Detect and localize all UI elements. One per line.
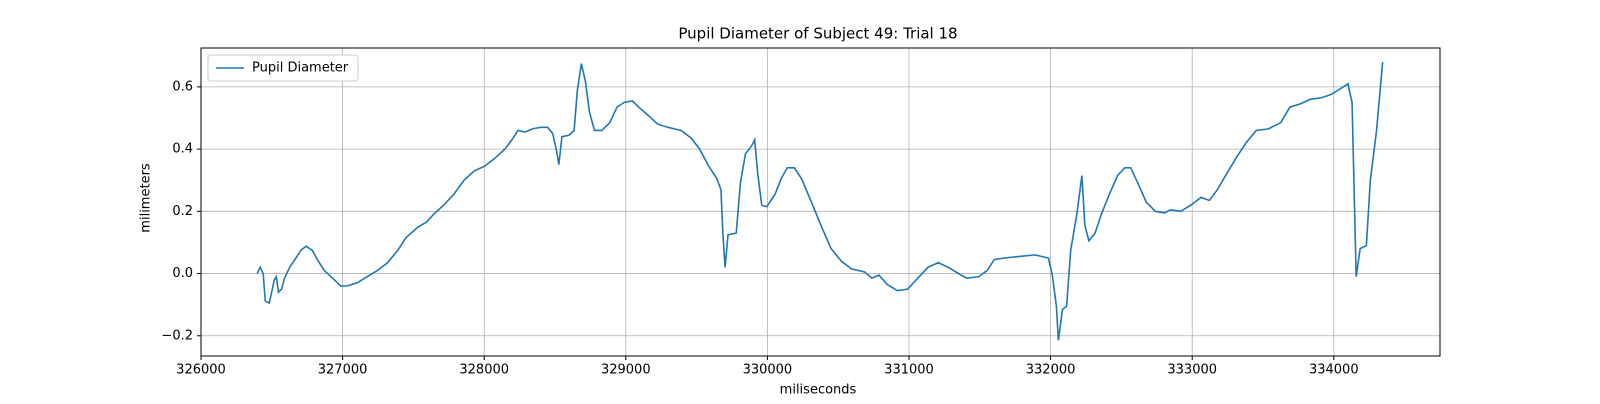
legend-box [207,54,359,82]
x-axis-label: miliseconds [780,383,857,398]
x-tick-label: 333000 [1167,363,1217,378]
x-tick-label: 331000 [884,363,934,378]
y-tick-label: −0.2 [161,328,193,343]
x-tick-label: 327000 [318,363,368,378]
y-tick-label: 0.0 [172,266,193,281]
x-tick-label: 326000 [176,363,226,378]
y-axis-label: milimeters [139,163,154,233]
x-tick-label: 332000 [1026,363,1076,378]
x-tick-label: 328000 [459,363,509,378]
data-line [256,61,1384,341]
y-tick-label: 0.6 [172,79,193,94]
x-tick-label: 330000 [743,363,793,378]
legend-label: Pupil Diameter [252,61,349,76]
x-tick-label: 329000 [601,363,651,378]
y-tick-label: 0.4 [172,142,193,157]
x-tick-label: 334000 [1309,363,1359,378]
y-tick-label: 0.2 [172,204,193,219]
plot-frame [200,47,1441,357]
chart-title: Pupil Diameter of Subject 49: Trial 18 [678,25,957,43]
